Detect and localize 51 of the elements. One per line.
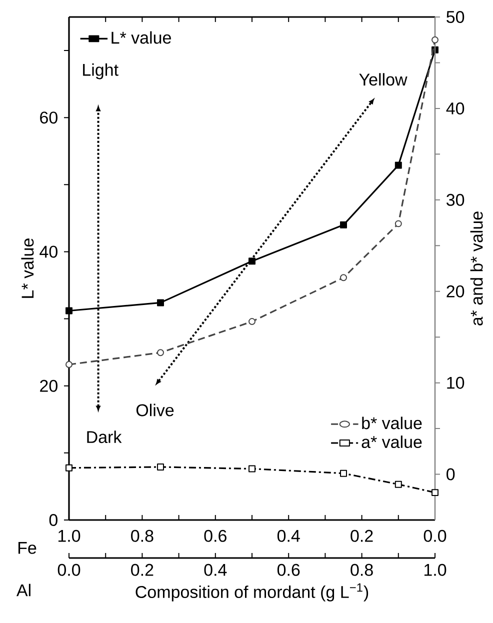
point (340, 221, 347, 228)
y-axis-title: L* value (21, 238, 34, 298)
point (394, 220, 402, 228)
legend-label: a* value (362, 436, 422, 448)
x2-tick-label: 0.0 (58, 564, 80, 576)
annotation: Yellow (359, 73, 408, 86)
y2-tick-label: 50 (446, 10, 464, 24)
text: Fe (18, 542, 36, 554)
y-tick-label: 60 (40, 112, 58, 124)
legend-label: b* value (362, 416, 422, 430)
point (248, 318, 256, 326)
x-tick-label: 0.0 (424, 530, 446, 542)
point (66, 361, 72, 368)
x-tick-label: 0.2 (350, 530, 373, 542)
x2-tick-label: 0.6 (277, 564, 300, 576)
x-tick-label: 0.6 (204, 530, 226, 542)
x-axis-title: Composition of mordant (g L$^{−1}$) (136, 583, 368, 602)
point (248, 465, 256, 472)
point (394, 480, 402, 488)
annotation: Light (83, 63, 118, 80)
x2-tick-label: 1.0 (424, 564, 446, 576)
point (157, 349, 164, 356)
y2-tick-label: 20 (446, 285, 464, 298)
y-tick-label: 20 (40, 380, 58, 392)
x2-tick-label: 0.8 (350, 564, 373, 576)
y2-tick-label: 10 (447, 376, 464, 389)
x-tick-label: 0.4 (277, 530, 300, 542)
y2-tick-label: 30 (446, 194, 464, 206)
text: Al (16, 584, 30, 596)
y-tick-label: 0 (49, 514, 58, 526)
y2-tick-label: 40 (446, 102, 464, 114)
annotation: Dark (87, 430, 122, 444)
annotation: Olive (136, 404, 174, 416)
point (340, 274, 347, 282)
x-tick-label: 1.0 (58, 530, 80, 542)
x2-tick-label: 0.4 (204, 564, 227, 576)
x2-tick-label: 0.2 (131, 564, 154, 576)
legend-label: L* value (112, 31, 171, 44)
point (157, 299, 164, 306)
point (66, 307, 72, 314)
point (157, 463, 164, 470)
x-tick-label: 0.8 (131, 530, 154, 542)
point (432, 489, 438, 496)
point (340, 470, 347, 477)
y2-tick-label: 0 (446, 468, 455, 480)
point (248, 258, 256, 265)
point (432, 36, 438, 44)
point (66, 464, 72, 472)
y2-axis-title: a* and b* value (470, 212, 483, 326)
y-tick-label: 40 (40, 246, 58, 258)
point (394, 162, 402, 169)
